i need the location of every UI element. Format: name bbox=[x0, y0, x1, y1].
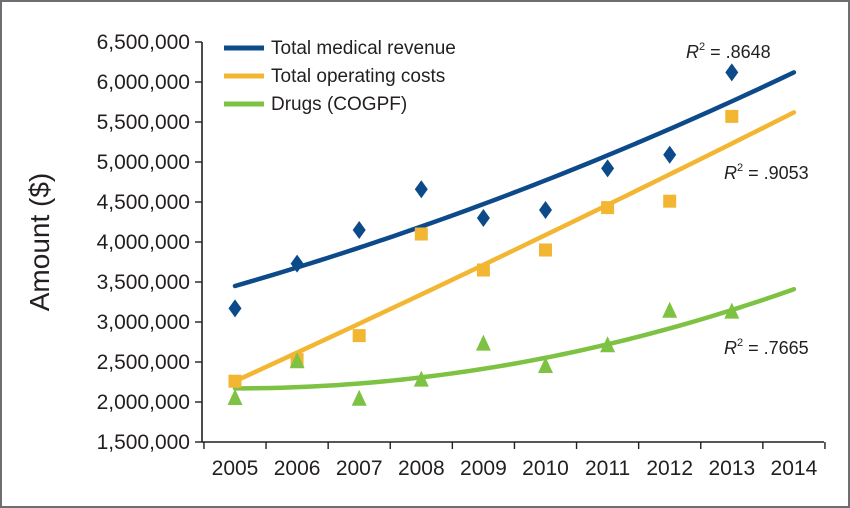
triangle-marker bbox=[600, 336, 616, 353]
x-tick-label: 2012 bbox=[646, 457, 693, 480]
square-marker bbox=[352, 329, 366, 343]
diamond-marker bbox=[414, 180, 428, 199]
diamond-marker bbox=[663, 145, 677, 164]
x-tick-label: 2014 bbox=[771, 457, 818, 480]
trendline-2 bbox=[232, 110, 797, 384]
triangle-marker bbox=[724, 302, 740, 319]
x-tick-label: 2007 bbox=[336, 457, 383, 480]
diamond-marker bbox=[352, 221, 366, 239]
r2-label: R2 = .9053 bbox=[724, 162, 809, 183]
y-tick-label: 2,000,000 bbox=[97, 391, 190, 414]
r2-label: R2 = .8648 bbox=[686, 41, 771, 62]
x-tick-label: 2013 bbox=[708, 457, 755, 480]
triangle-marker bbox=[289, 352, 305, 369]
y-tick-label: 3,000,000 bbox=[97, 311, 190, 334]
x-tick-label: 2005 bbox=[212, 457, 259, 480]
r2-label: R2 = .7665 bbox=[724, 337, 809, 358]
y-tick-label: 6,000,000 bbox=[97, 71, 190, 94]
square-marker bbox=[601, 201, 615, 215]
square-marker bbox=[539, 243, 552, 257]
triangle-marker bbox=[538, 357, 553, 373]
y-axis-label: Amount ($) bbox=[24, 173, 55, 312]
r2-labels: R2 = .8648 R2 = .9053 R2 = .7665 bbox=[686, 41, 809, 358]
y-tick-label: 6,500,000 bbox=[97, 31, 190, 54]
y-tick-label: 5,500,000 bbox=[97, 111, 190, 134]
square-marker bbox=[228, 374, 242, 388]
y-tick-label: 5,000,000 bbox=[97, 151, 190, 174]
triangle-marker bbox=[475, 334, 491, 351]
x-tick-label: 2009 bbox=[460, 457, 507, 480]
x-tick-label: 2008 bbox=[398, 457, 445, 480]
diamond-marker bbox=[290, 254, 304, 273]
diamond-marker bbox=[539, 201, 552, 219]
y-tick-label: 2,500,000 bbox=[97, 351, 190, 374]
square-marker bbox=[725, 109, 739, 123]
triangle-marker bbox=[662, 301, 678, 318]
y-tick-label: 3,500,000 bbox=[97, 271, 190, 294]
square-marker bbox=[663, 194, 677, 208]
trendline-3 bbox=[232, 286, 797, 391]
y-tick-label: 4,500,000 bbox=[97, 191, 190, 214]
diamond-marker bbox=[476, 209, 490, 227]
x-tick-label: 2010 bbox=[522, 457, 569, 480]
legend: Total medical revenue Total operating cos… bbox=[224, 38, 456, 115]
square-marker bbox=[414, 227, 428, 241]
x-tick-label: 2011 bbox=[585, 457, 630, 480]
triangle-marker bbox=[351, 389, 367, 406]
triangle-marker bbox=[227, 389, 243, 405]
diamond-marker bbox=[601, 159, 615, 178]
trendline-1 bbox=[232, 70, 797, 289]
legend-label: Total operating costs bbox=[271, 66, 445, 87]
y-tick-label: 1,500,000 bbox=[97, 431, 190, 454]
square-marker bbox=[476, 263, 490, 277]
legend-label: Drugs (COGPF) bbox=[271, 94, 407, 115]
x-tick-label: 2006 bbox=[274, 457, 321, 480]
axes: 1,500,000 2,000,000 2,500,000 3,000,000 3,50… bbox=[97, 31, 826, 480]
triangle-marker bbox=[413, 370, 429, 387]
y-tick-label: 4,000,000 bbox=[97, 231, 190, 254]
trend-lines bbox=[232, 70, 797, 391]
diamond-marker bbox=[228, 299, 242, 318]
data-markers bbox=[227, 63, 740, 406]
legend-label: Total medical revenue bbox=[271, 38, 456, 59]
diamond-marker bbox=[725, 63, 739, 82]
